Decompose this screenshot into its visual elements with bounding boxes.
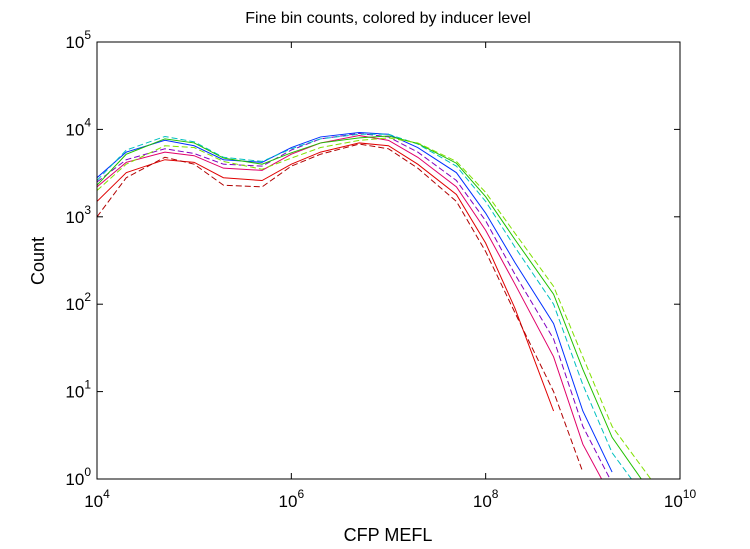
x-tick-label: 106 [279, 487, 305, 511]
series-line [97, 135, 642, 479]
axes-box [96, 41, 681, 480]
y-tick-label: 104 [65, 115, 91, 139]
y-tick-label: 103 [65, 203, 91, 227]
y-tick-label: 101 [65, 378, 91, 402]
x-tick-label: 1010 [664, 487, 697, 511]
y-tick-label: 100 [65, 465, 91, 489]
series-line [97, 133, 633, 479]
x-tick-label: 104 [84, 487, 110, 511]
series-line [97, 142, 555, 412]
plot-lines [97, 132, 652, 479]
y-tick-label: 105 [65, 28, 91, 52]
x-tick-label: 108 [473, 487, 499, 511]
x-axis-label: CFP MEFL [344, 525, 433, 545]
series-line [97, 137, 652, 479]
series-line [97, 135, 603, 479]
chart-title: Fine bin counts, colored by inducer leve… [245, 10, 531, 27]
series-line [97, 143, 584, 473]
series-line [97, 132, 613, 473]
series-line [97, 132, 611, 479]
y-axis-label: Count [28, 237, 48, 285]
y-tick-label: 102 [65, 290, 91, 314]
